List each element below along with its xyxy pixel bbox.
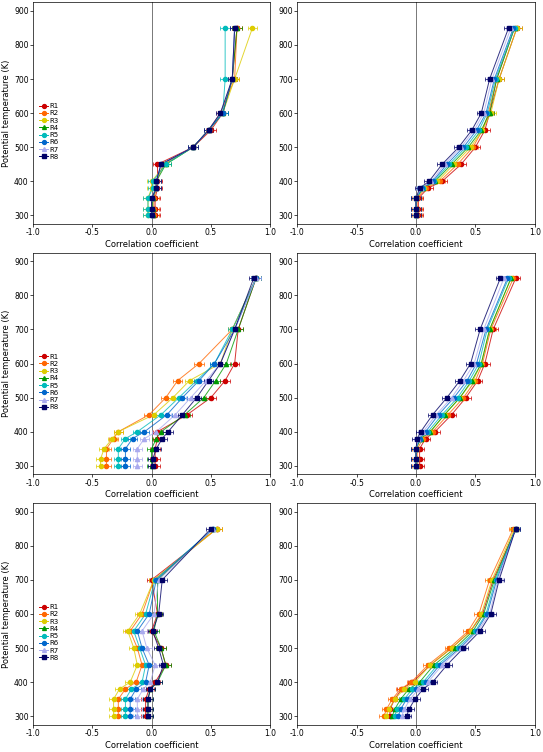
Legend: R1, R2, R3, R4, R5, R6, R7, R8: R1, R2, R3, R4, R5, R6, R7, R8 (39, 603, 60, 662)
X-axis label: Correlation coefficient: Correlation coefficient (105, 490, 198, 499)
Y-axis label: Potential temperature (K): Potential temperature (K) (2, 310, 11, 417)
Legend: R1, R2, R3, R4, R5, R6, R7, R8: R1, R2, R3, R4, R5, R6, R7, R8 (39, 102, 60, 161)
Y-axis label: Potential temperature (K): Potential temperature (K) (2, 59, 11, 167)
Legend: R1, R2, R3, R4, R5, R6, R7, R8: R1, R2, R3, R4, R5, R6, R7, R8 (39, 353, 60, 411)
Y-axis label: Potential temperature (K): Potential temperature (K) (2, 560, 11, 668)
X-axis label: Correlation coefficient: Correlation coefficient (369, 741, 463, 750)
X-axis label: Correlation coefficient: Correlation coefficient (105, 240, 198, 249)
X-axis label: Correlation coefficient: Correlation coefficient (105, 741, 198, 750)
X-axis label: Correlation coefficient: Correlation coefficient (369, 490, 463, 499)
X-axis label: Correlation coefficient: Correlation coefficient (369, 240, 463, 249)
